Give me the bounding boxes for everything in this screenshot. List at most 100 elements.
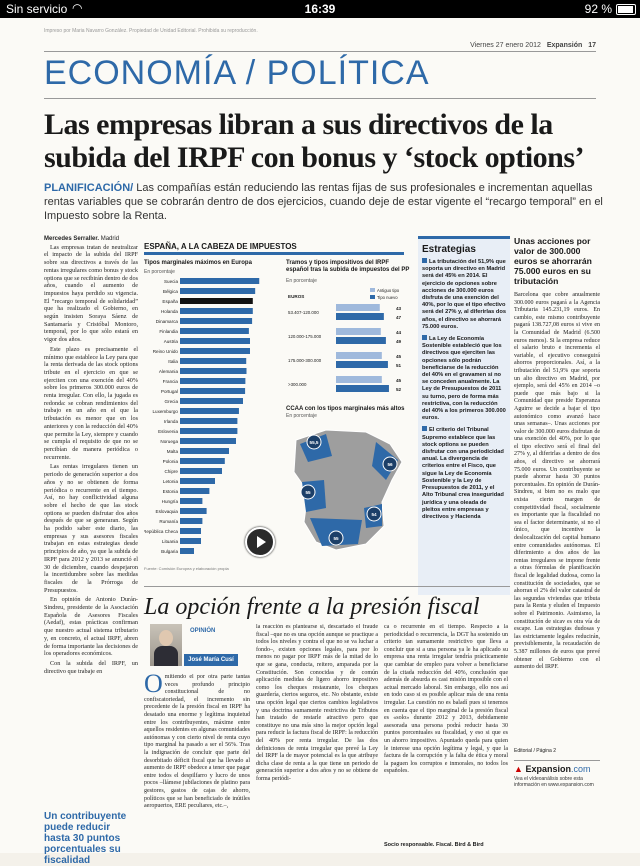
- tick-label: España: [162, 299, 178, 304]
- status-bar: Sin servicio ◠ 16:39 92 %: [0, 0, 640, 18]
- tick-label: 175.000-300.000: [288, 358, 322, 363]
- tick-label: Malta: [167, 449, 179, 454]
- bar: [180, 378, 246, 384]
- tick-label: Italia: [168, 359, 178, 364]
- bar: [180, 458, 225, 464]
- axis-label: EUROS: [288, 294, 304, 299]
- bar: [180, 548, 194, 554]
- bar: [180, 398, 243, 404]
- bar: [180, 468, 222, 474]
- map-value-label: 55,5: [310, 440, 319, 445]
- data-label: 49: [396, 339, 402, 344]
- tick-label: Rumanía: [159, 519, 178, 524]
- battery-icon: [616, 4, 636, 15]
- spain-map: 55,5 56 55 54 55: [293, 429, 403, 551]
- map-value-label: 54: [371, 512, 377, 517]
- bar: [180, 498, 203, 504]
- bar: [180, 348, 250, 354]
- strategy-item: La tributación del 51,9% que soporta un …: [422, 258, 506, 330]
- bar: [180, 528, 201, 534]
- expansion-logo-mark: ▲: [514, 764, 523, 774]
- tick-label: Polonia: [163, 459, 179, 464]
- chart1-title: Tipos marginales máximos en Europa: [144, 260, 252, 266]
- bullet-icon: [422, 426, 427, 432]
- tick-label: Grecia: [164, 399, 178, 404]
- video-play-button[interactable]: [245, 527, 275, 557]
- map-marker: [366, 506, 382, 522]
- tick-label: Bulgaria: [161, 549, 178, 554]
- deck: PLANIFICACIÓN/ Las compañías están reduc…: [44, 181, 604, 223]
- bar: [180, 478, 215, 484]
- clock: 16:39: [304, 2, 336, 16]
- legend-label: Tipo nuevo: [377, 295, 398, 300]
- tick-label: Alemania: [159, 369, 179, 374]
- expansion-promo[interactable]: ▲ Expansion.com Vea el vídeoanálisis sob…: [514, 760, 600, 788]
- bar: [180, 418, 238, 424]
- tick-label: Dinamarca: [156, 319, 179, 324]
- author-name: José María Cusí: [184, 654, 238, 666]
- map-subtitle: En porcentaje: [286, 413, 317, 419]
- opinion-column-c: ca o recurrente en el tiempo. Respecto a…: [384, 624, 508, 775]
- bar: [180, 428, 238, 434]
- strategies-box: Estrategias La tributación del 51,9% que…: [418, 236, 510, 595]
- map-marker: [328, 530, 344, 546]
- right-column-text: Barcelona que cobre anualmente 300.000 e…: [514, 292, 600, 671]
- strategy-item: La Ley de Economía Sostenible estableció…: [422, 335, 506, 422]
- strategy-item: El criterio del Tribunal Supremo estable…: [422, 426, 504, 520]
- tick-label: Irlanda: [164, 419, 178, 424]
- bar: [336, 352, 382, 359]
- opinion-signature: Socio responsable. Fiscal. Bird & Bird: [384, 842, 484, 848]
- map-value-label: 55: [333, 536, 339, 541]
- author-photo: [150, 624, 182, 666]
- bar: [180, 308, 253, 314]
- data-label: 52: [396, 387, 402, 392]
- bar: [180, 518, 203, 524]
- right-pull-quote: Unas acciones por valor de 300.000 euros…: [514, 236, 592, 286]
- page-number: 17: [588, 42, 596, 49]
- right-column: Unas acciones por valor de 300.000 euros…: [514, 236, 600, 672]
- pull-quote: Un contribuyente puede reducir hasta 30 …: [44, 811, 127, 866]
- map-value-label: 56: [387, 462, 393, 467]
- byline: Mercedes Serraller. Madrid: [44, 236, 138, 244]
- bar: [336, 361, 388, 368]
- chart2-title: Tramos y tipos impositivos del IRPF espa…: [286, 260, 410, 273]
- tick-label: Finlandia: [159, 329, 178, 334]
- data-label: 51: [396, 363, 402, 368]
- tick-label: Hungría: [162, 499, 179, 504]
- bar: [180, 288, 256, 294]
- graphic-rule: [144, 252, 404, 255]
- bar: [180, 508, 207, 514]
- bullet-icon: [422, 335, 427, 341]
- bar: [336, 328, 381, 335]
- tick-label: Bélgica: [163, 289, 179, 294]
- tick-label: República Checa: [144, 529, 178, 534]
- print-notice: Impreso por Maria Navarro González. Prop…: [44, 28, 258, 34]
- drop-cap: O: [144, 674, 163, 698]
- headline: Las empresas libran a sus directivos de …: [44, 108, 585, 174]
- bar: [180, 408, 239, 414]
- tick-label: Francia: [163, 379, 179, 384]
- carrier-label: Sin servicio: [6, 2, 68, 16]
- tick-label: 120.000-175.000: [288, 334, 322, 339]
- chart2-subtitle: En porcentaje: [286, 278, 317, 284]
- ccaa-map: CCAA con los tipos marginales más altos …: [286, 406, 410, 576]
- graphic-source: Fuente: Comisión Europea y elaboración p…: [144, 566, 229, 571]
- deck-kicker: PLANIFICACIÓN/: [44, 182, 134, 194]
- bar: [336, 304, 380, 311]
- article-paragraph: Con la subida del IRPF, un directivo que…: [44, 659, 138, 675]
- newspaper-page[interactable]: Impreso por Maria Navarro González. Prop…: [0, 18, 640, 866]
- deck-text: Las compañías están reduciendo las renta…: [44, 182, 603, 222]
- opinion-author: OPINIÓN José María Cusí: [150, 624, 238, 670]
- section-title: ECONOMÍA / POLÍTICA: [44, 54, 430, 92]
- article-column: Mercedes Serraller. Madrid Las empresas …: [44, 236, 138, 866]
- strategies-title: Estrategias: [422, 244, 476, 255]
- tick-label: Luxemburgo: [152, 409, 178, 414]
- legend-swatch: [370, 295, 375, 299]
- map-value-label: 55: [305, 490, 311, 495]
- expansion-logo: ▲ Expansion.com: [514, 764, 591, 774]
- chart1-subtitle: En porcentaje: [144, 269, 175, 275]
- bar: [180, 438, 236, 444]
- tick-label: Letonia: [163, 479, 179, 484]
- bar: [180, 338, 250, 344]
